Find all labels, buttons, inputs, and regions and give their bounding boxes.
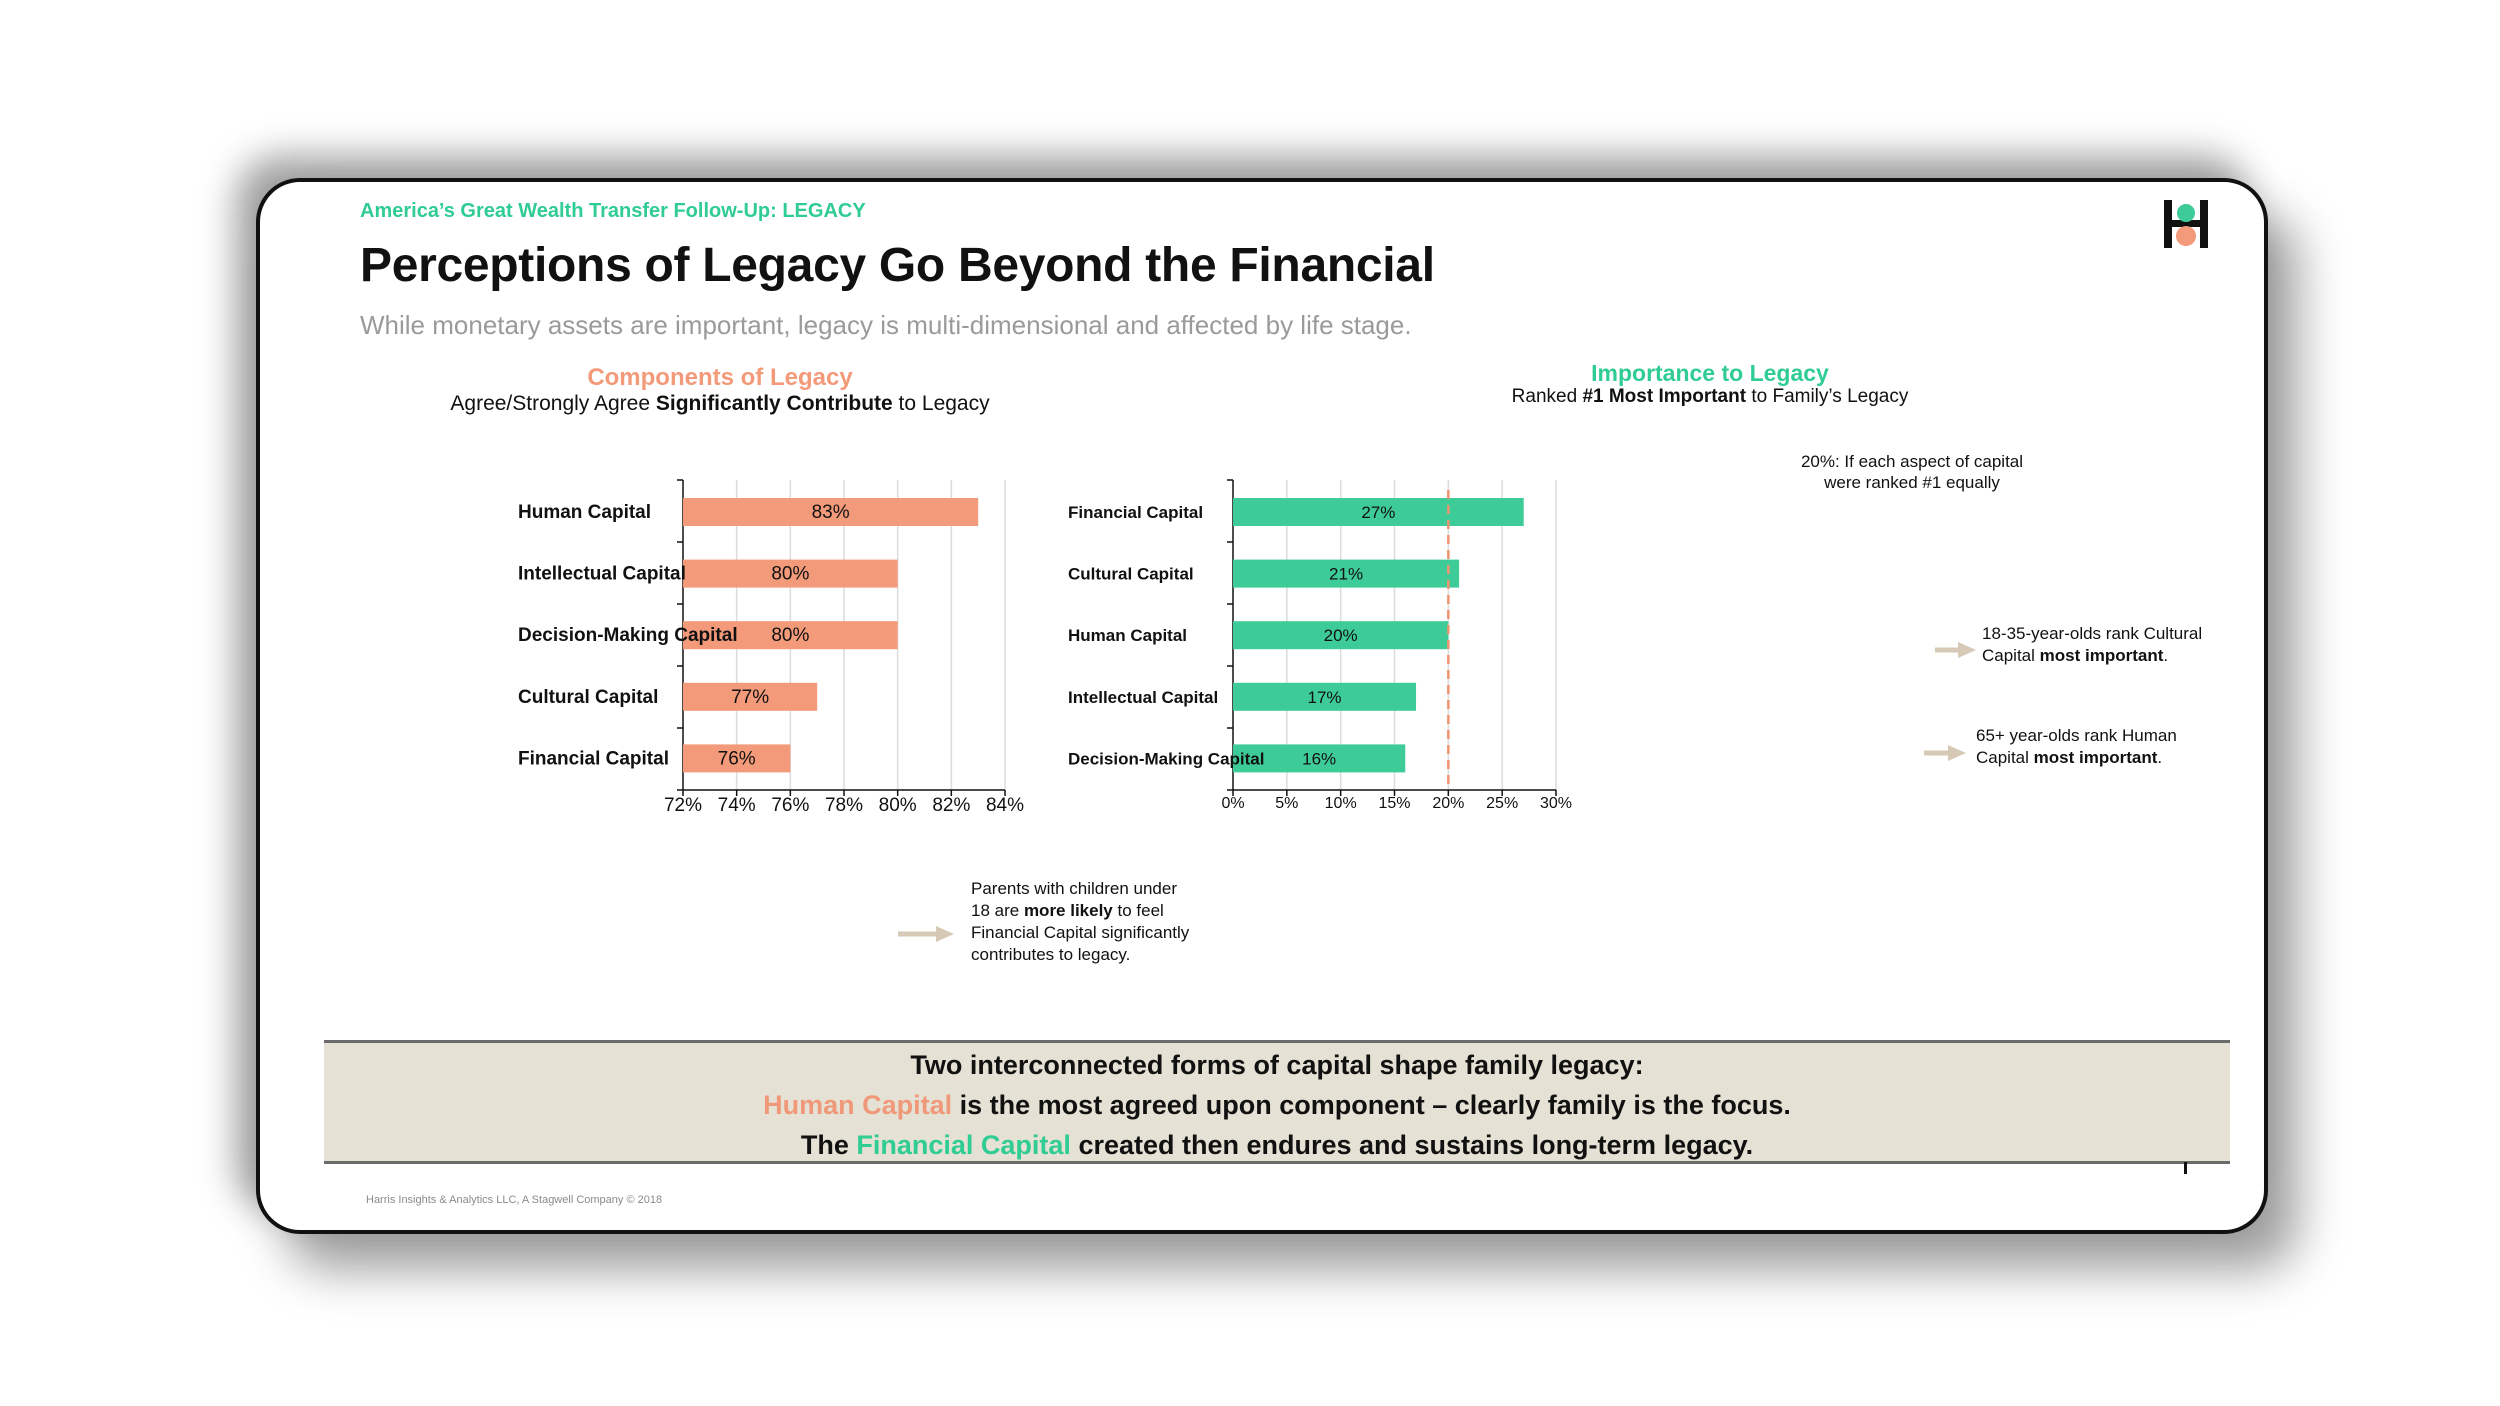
left-bar bbox=[683, 744, 791, 773]
charts-canvas: 0% 5% 10% 15% 20% 25% 30% 27% Financial Capital 2… bbox=[518, 452, 2202, 964]
right-bar bbox=[1233, 498, 1524, 526]
right-x-tick-label: 30% bbox=[1540, 795, 1572, 812]
left-callout-line-3: Financial Capital significantly bbox=[971, 923, 1190, 942]
left-value-label: 80% bbox=[771, 564, 809, 585]
right-x-tick-label: 5% bbox=[1275, 795, 1298, 812]
left-callout-line-4: contributes to legacy. bbox=[971, 945, 1130, 964]
left-callout-line-2: 18 are more likely to feel bbox=[971, 901, 1164, 920]
left-category-label: Cultural Capital bbox=[518, 687, 658, 708]
takeaway-financial-capital: Financial Capital bbox=[856, 1130, 1071, 1160]
right-category-label: Human Capital bbox=[1068, 626, 1187, 645]
slide-title: Perceptions of Legacy Go Beyond the Fina… bbox=[360, 239, 1435, 292]
right-value-label: 21% bbox=[1329, 565, 1363, 584]
slide-subtitle: While monetary assets are important, leg… bbox=[360, 310, 1412, 340]
left-callout: Parents with children under 18 are more … bbox=[971, 879, 1190, 964]
takeaway-box: Two interconnected forms of capital shap… bbox=[324, 1040, 2230, 1164]
reference-line-note: 20%: If each aspect of capital were rank… bbox=[1801, 452, 2023, 492]
callout-cultural-line-1: 18-35-year-olds rank Cultural bbox=[1982, 624, 2202, 643]
left-bar bbox=[683, 621, 898, 650]
harris-logo-icon bbox=[2164, 200, 2208, 248]
left-bar-chart: 72% 74% 76% 78% 80% 82% 84% 83% Human Capital 80%… bbox=[518, 479, 1024, 816]
takeaway-line-3-rest: created then endures and sustains long-t… bbox=[1070, 1130, 1754, 1160]
left-subtitle-bold: Significantly Contribute bbox=[655, 392, 893, 415]
left-value-label: 76% bbox=[718, 748, 756, 769]
left-x-tick-label: 78% bbox=[825, 795, 863, 816]
left-x-tick-label: 74% bbox=[718, 795, 756, 816]
slide: America’s Great Wealth Transfer Follow-U… bbox=[256, 178, 2268, 1234]
right-subtitle-pre: Ranked bbox=[1511, 386, 1583, 407]
right-x-tick-label: 0% bbox=[1221, 795, 1244, 812]
left-bar bbox=[683, 559, 898, 588]
left-x-tick-label: 82% bbox=[932, 795, 970, 816]
right-x-tick-label: 15% bbox=[1378, 795, 1410, 812]
left-value-label: 77% bbox=[731, 687, 769, 708]
right-x-tick-label: 20% bbox=[1432, 795, 1464, 812]
right-category-label: Decision-Making Capital bbox=[1068, 749, 1264, 768]
right-callout-cultural: 18-35-year-olds rank Cultural Capital mo… bbox=[1982, 624, 2202, 665]
left-chart-subtitle: Agree/Strongly Agree Significantly Contr… bbox=[400, 392, 1040, 416]
slide-supertitle: America’s Great Wealth Transfer Follow-U… bbox=[360, 200, 866, 222]
right-value-label: 20% bbox=[1324, 626, 1358, 645]
left-callout-arrow-icon bbox=[898, 926, 954, 942]
right-category-label: Intellectual Capital bbox=[1068, 688, 1218, 707]
right-bar-chart: 0% 5% 10% 15% 20% 25% 30% 27% Financial Capital 2… bbox=[1068, 479, 1572, 812]
left-subtitle-post: to Legacy bbox=[892, 392, 990, 415]
right-bar bbox=[1233, 744, 1406, 773]
callout-cultural-arrow-icon bbox=[1935, 642, 1976, 658]
right-value-label: 17% bbox=[1308, 688, 1342, 707]
takeaway-line-2-rest: is the most agreed upon component – clea… bbox=[952, 1090, 1791, 1120]
takeaway-line-1: Two interconnected forms of capital shap… bbox=[910, 1050, 1644, 1080]
callout-human-arrow-icon bbox=[1924, 745, 1966, 761]
takeaway-line-3: The Financial Capital created then endur… bbox=[324, 1125, 2230, 1165]
takeaway-line-3-pre: The bbox=[800, 1130, 857, 1160]
left-value-label: 80% bbox=[771, 625, 809, 646]
left-x-tick-label: 72% bbox=[664, 795, 702, 816]
right-bar bbox=[1233, 682, 1417, 711]
right-chart-subtitle: Ranked #1 Most Important to Family’s Leg… bbox=[1430, 386, 1990, 408]
right-callout-human: 65+ year-olds rank Human Capital most im… bbox=[1976, 726, 2177, 767]
left-bar bbox=[683, 498, 979, 526]
right-subtitle-bold: #1 Most Important bbox=[1582, 386, 1747, 407]
left-category-label: Financial Capital bbox=[518, 748, 669, 769]
right-category-label: Cultural Capital bbox=[1068, 565, 1194, 584]
left-value-label: 83% bbox=[812, 502, 850, 523]
left-category-label: Intellectual Capital bbox=[518, 564, 686, 585]
divider-tick bbox=[2184, 1162, 2187, 1174]
right-x-tick-label: 10% bbox=[1325, 795, 1357, 812]
takeaway-human-capital: Human Capital bbox=[763, 1090, 953, 1120]
callout-human-line-1: 65+ year-olds rank Human bbox=[1976, 726, 2177, 745]
callout-cultural-line-2: Capital most important. bbox=[1982, 646, 2168, 665]
reference-note-line-2: were ranked #1 equally bbox=[1823, 473, 2000, 492]
right-x-tick-label: 25% bbox=[1486, 795, 1518, 812]
left-bar bbox=[683, 682, 818, 711]
left-x-tick-label: 84% bbox=[986, 795, 1024, 816]
callout-human-line-2: Capital most important. bbox=[1976, 748, 2162, 767]
reference-note-line-1: 20%: If each aspect of capital bbox=[1801, 452, 2023, 471]
right-bar bbox=[1233, 559, 1460, 588]
right-value-label: 16% bbox=[1302, 749, 1336, 768]
left-x-tick-label: 76% bbox=[771, 795, 809, 816]
right-category-label: Financial Capital bbox=[1068, 503, 1203, 522]
left-category-label: Decision-Making Capital bbox=[518, 625, 738, 646]
right-bar bbox=[1233, 621, 1449, 650]
left-chart-title: Components of Legacy bbox=[587, 364, 853, 391]
left-x-tick-label: 80% bbox=[879, 795, 917, 816]
takeaway-line-2: Human Capital is the most agreed upon co… bbox=[324, 1085, 2230, 1125]
right-chart-title: Importance to Legacy bbox=[1591, 360, 1829, 386]
left-callout-line-1: Parents with children under bbox=[971, 879, 1177, 898]
right-value-label: 27% bbox=[1361, 503, 1395, 522]
right-subtitle-post: to Family’s Legacy bbox=[1746, 386, 1909, 407]
left-category-label: Human Capital bbox=[518, 502, 651, 523]
copyright-text: Harris Insights & Analytics LLC, A Stagw… bbox=[366, 1194, 663, 1206]
left-subtitle-pre: Agree/Strongly Agree bbox=[450, 392, 656, 415]
